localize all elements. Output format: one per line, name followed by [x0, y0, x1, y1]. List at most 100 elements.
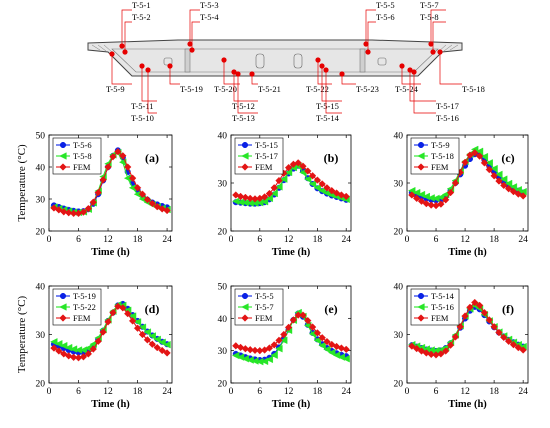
panel-label: (f)	[502, 302, 514, 316]
sensor-dot	[221, 57, 226, 62]
legend-swatch-marker	[418, 142, 424, 148]
sensor-label: T-5-4	[200, 12, 219, 22]
sensor-label: T-5-21	[258, 84, 281, 94]
x-tick-label: 0	[229, 235, 234, 245]
x-tick-label: 18	[313, 387, 323, 397]
web-wall-1	[185, 49, 190, 72]
x-axis-label: Time (h)	[448, 399, 487, 410]
y-tick-label: 20	[218, 228, 228, 238]
x-axis-label: Time (h)	[91, 399, 130, 410]
sensor-label: T-5-5	[376, 0, 395, 10]
legend-entry: FEM	[255, 313, 273, 323]
sensor-dot	[430, 49, 435, 54]
legend: T-5-9T-5-18FEM	[411, 138, 459, 174]
legend-entry: T-5-18	[431, 151, 454, 161]
sensor-dot	[315, 57, 320, 62]
sensor-label: T-5-7	[420, 0, 439, 10]
x-tick-label: 12	[460, 235, 470, 245]
sensor-label: T-5-15	[316, 101, 339, 111]
sensor-dot	[145, 67, 150, 72]
sensor-dot	[339, 71, 344, 76]
x-tick-label: 24	[341, 387, 351, 397]
y-tick-label: 30	[36, 331, 46, 341]
y-tick-label: 40	[218, 132, 228, 142]
y-tick-label: 40	[394, 283, 404, 293]
x-tick-label: 0	[47, 387, 52, 397]
legend-swatch-marker	[60, 142, 66, 148]
sensor-label: T-5-9	[106, 84, 125, 94]
x-tick-label: 0	[229, 387, 234, 397]
y-tick-label: 20	[218, 380, 228, 390]
sensor-label: T-5-10	[131, 113, 154, 123]
legend-entry: T-5-17	[255, 151, 278, 161]
y-tick-label: 20	[394, 380, 404, 390]
x-tick-label: 12	[460, 387, 470, 397]
x-tick-label: 6	[257, 235, 262, 245]
x-tick-label: 12	[284, 235, 294, 245]
legend-swatch-marker	[418, 293, 424, 299]
y-tick-label: 40	[36, 283, 46, 293]
y-tick-label: 50	[218, 283, 228, 293]
sensor-leader-line	[440, 52, 462, 84]
sensor-leader-line	[190, 10, 200, 44]
sensor-dot	[167, 63, 172, 68]
sensor-label: T-5-14	[316, 113, 340, 123]
legend-entry: FEM	[431, 313, 449, 323]
sensor-label: T-5-19	[180, 84, 203, 94]
legend-entry: T-5-19	[73, 291, 96, 301]
sensor-label: T-5-11	[131, 101, 154, 111]
y-tick-label: 40	[218, 315, 228, 325]
sensor-label: T-5-20	[214, 84, 237, 94]
x-tick-label: 18	[133, 387, 143, 397]
sensor-label: T-5-23	[356, 84, 379, 94]
y-tick-label: 40	[394, 132, 404, 142]
sensor-label: T-5-24	[395, 84, 419, 94]
y-axis-label: Temperature (°C)	[16, 144, 28, 222]
sensor-dot	[189, 47, 194, 52]
sensor-dot	[411, 69, 416, 74]
girder-outline	[88, 40, 462, 76]
sensor-label: T-5-18	[462, 84, 485, 94]
sensor-dot	[109, 51, 114, 56]
x-axis-label: Time (h)	[91, 247, 130, 258]
legend-swatch-marker	[242, 293, 248, 299]
legend-entry: T-5-8	[73, 151, 92, 161]
x-axis-label: Time (h)	[272, 399, 311, 410]
sensor-dot	[399, 63, 404, 68]
sensor-dot	[119, 43, 124, 48]
x-tick-label: 12	[103, 235, 113, 245]
y-tick-label: 30	[394, 331, 404, 341]
legend-swatch-marker	[242, 142, 248, 148]
x-tick-label: 6	[76, 387, 81, 397]
y-tick-label: 20	[36, 228, 46, 238]
sensor-label: T-5-8	[420, 12, 439, 22]
sensor-leader-line	[122, 10, 132, 46]
x-tick-label: 12	[103, 387, 113, 397]
legend-entry: T-5-14	[431, 291, 455, 301]
sensor-dot	[249, 71, 254, 76]
x-tick-label: 24	[518, 235, 528, 245]
chart-panel-3: 0 6 12 18 24203040Time (h)T-5-9T-5-18FEM(c)	[394, 132, 529, 259]
x-tick-label: 24	[518, 387, 528, 397]
sensor-leader-line	[366, 10, 376, 44]
y-tick-label: 20	[36, 380, 46, 390]
legend-entry: T-5-7	[255, 302, 274, 312]
sensor-dot	[235, 71, 240, 76]
x-tick-label: 12	[284, 387, 294, 397]
y-axis-label: Temperature (°C)	[16, 296, 28, 374]
sensor-dot	[122, 49, 127, 54]
sensor-dot	[323, 67, 328, 72]
sensor-label: T-5-6	[376, 12, 395, 22]
x-tick-label: 6	[434, 387, 439, 397]
legend: T-5-14T-5-16FEM	[411, 289, 459, 325]
legend-entry: FEM	[73, 162, 91, 172]
x-tick-label: 24	[341, 235, 351, 245]
legend-entry: T-5-6	[73, 140, 92, 150]
legend-entry: T-5-15	[255, 140, 278, 150]
x-tick-label: 0	[47, 235, 52, 245]
sensor-label: T-5-22	[306, 84, 329, 94]
sensor-label: T-5-13	[232, 113, 255, 123]
x-tick-label: 0	[405, 387, 410, 397]
